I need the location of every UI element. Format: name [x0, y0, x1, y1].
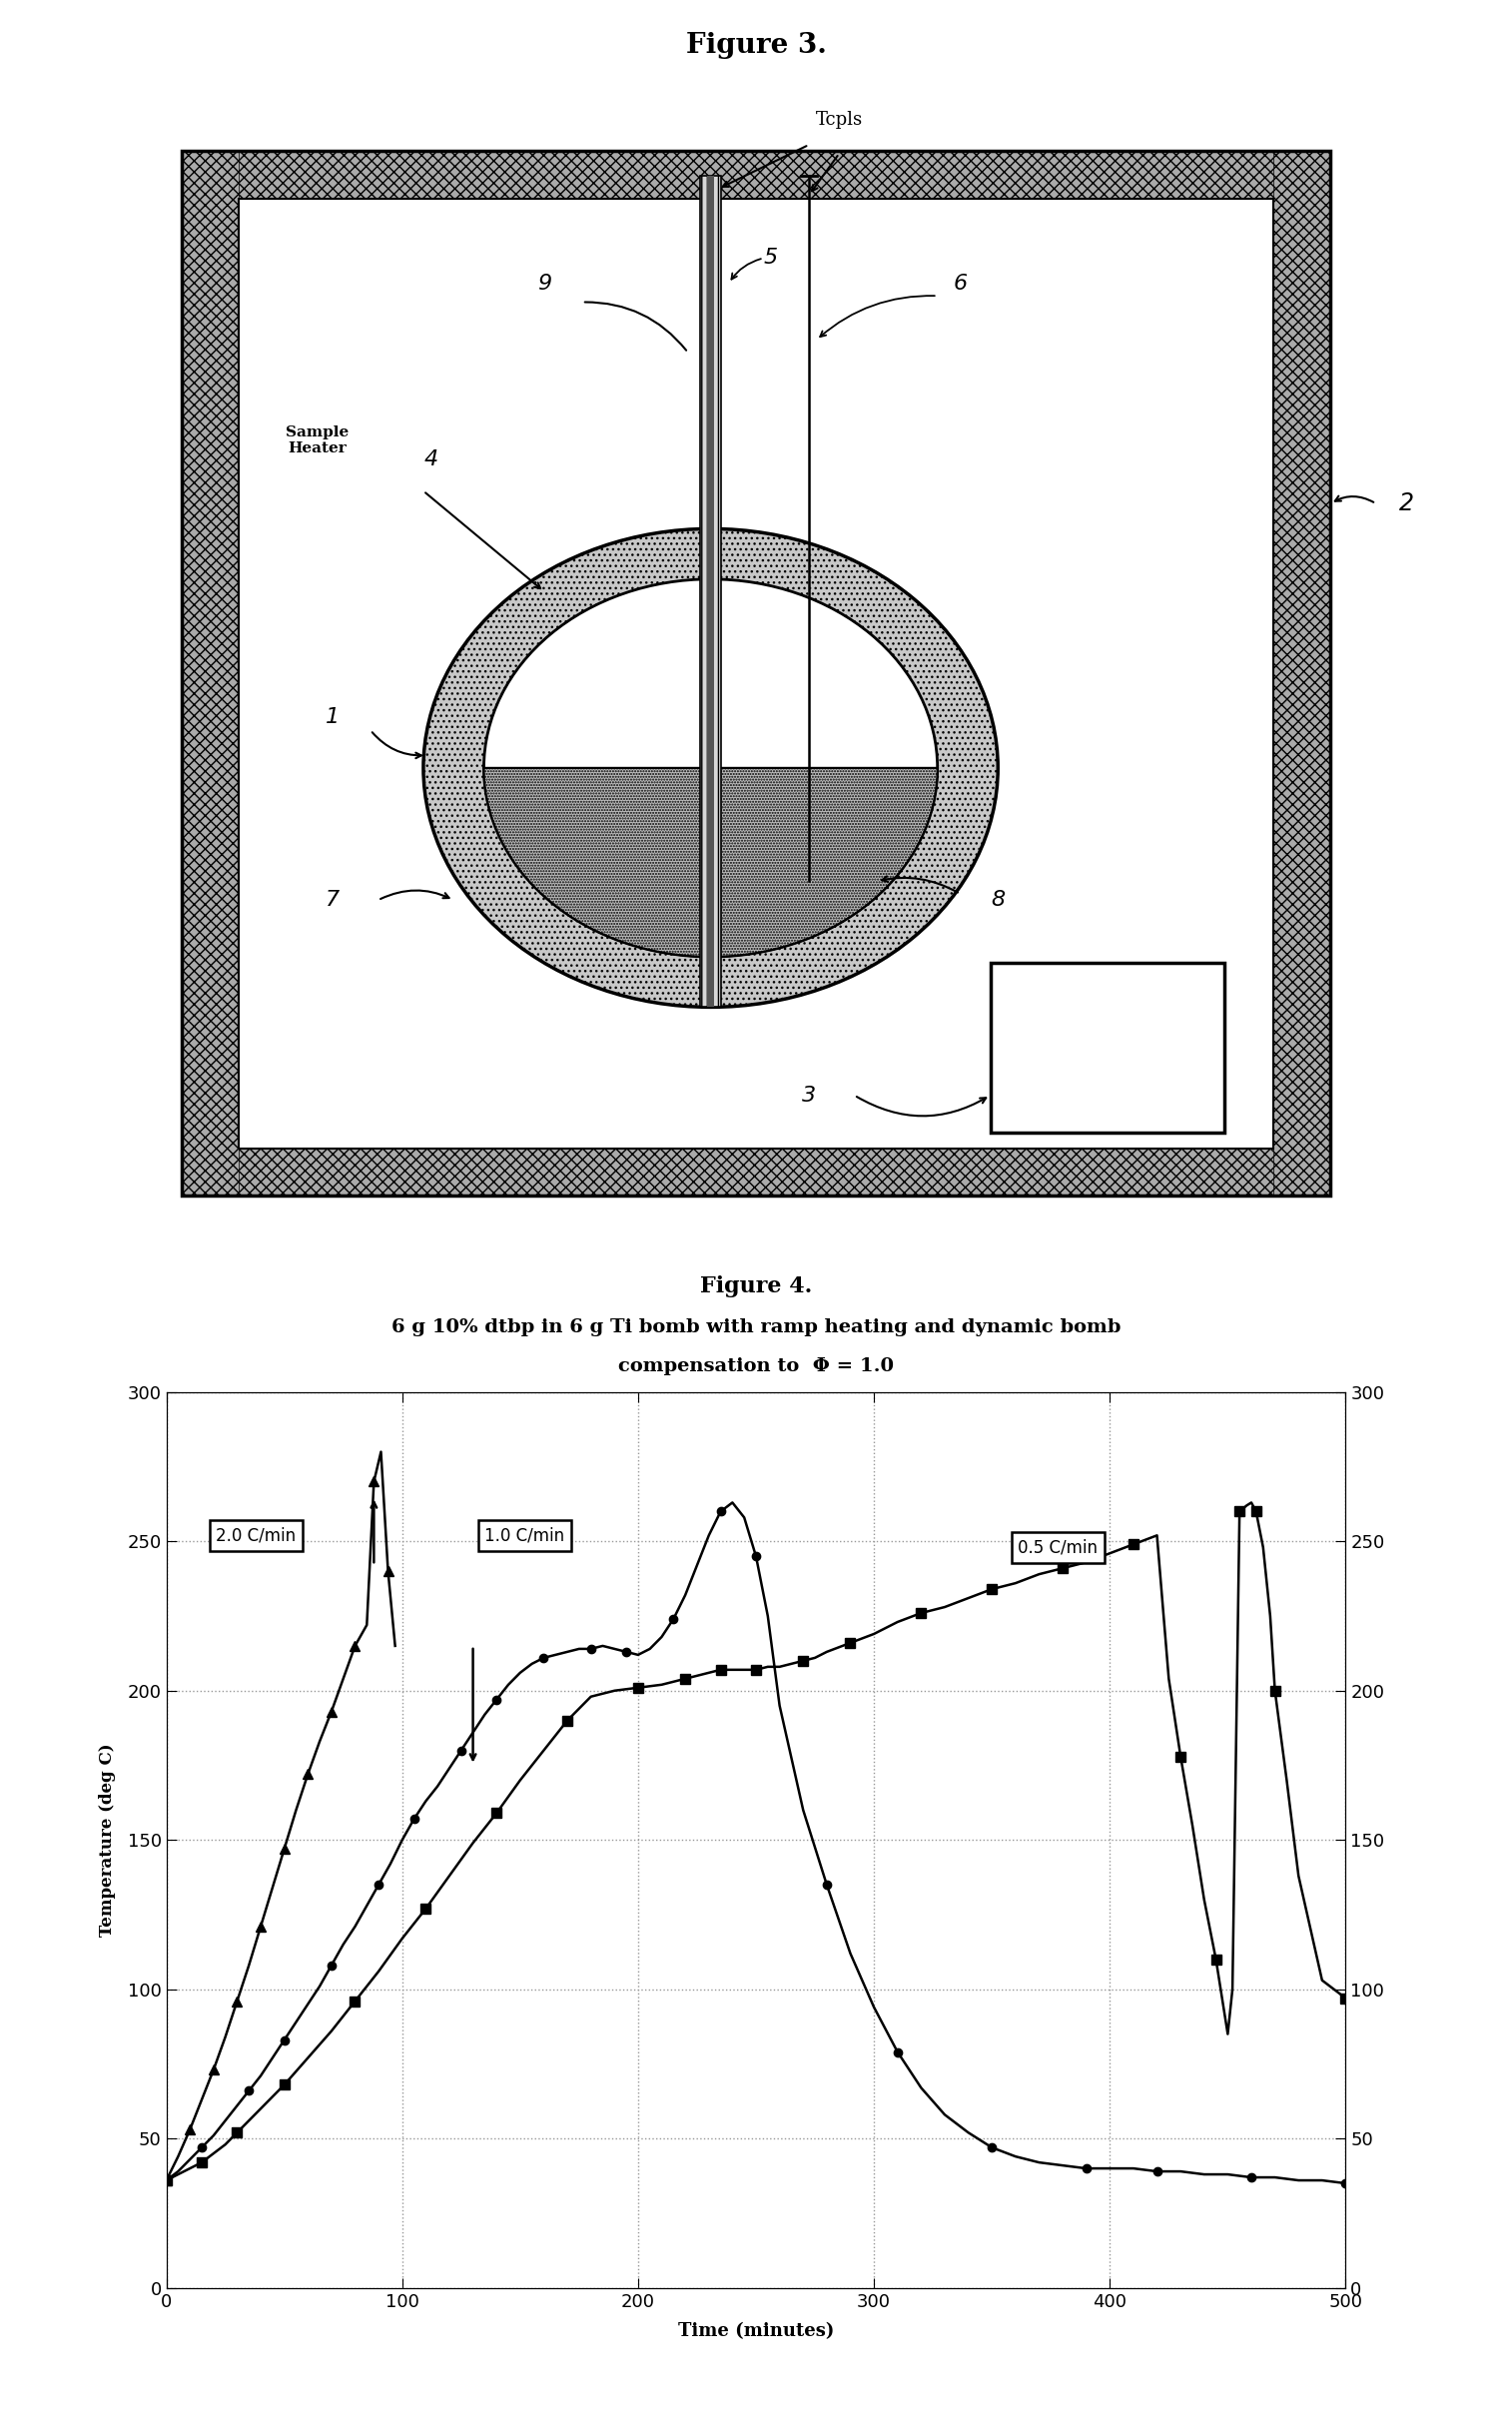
Ellipse shape — [423, 528, 998, 1007]
Bar — [181, 150, 239, 1196]
Bar — [1273, 150, 1331, 1196]
Text: 1.0 C/min: 1.0 C/min — [485, 1525, 565, 1545]
Text: 0.5 C/min: 0.5 C/min — [1018, 1537, 1098, 1557]
Text: 1: 1 — [325, 707, 340, 729]
Text: 2.0 C/min: 2.0 C/min — [216, 1525, 296, 1545]
Text: Guard: Guard — [1084, 1012, 1131, 1027]
Text: 9: 9 — [537, 274, 552, 293]
Text: Figure 4.: Figure 4. — [700, 1276, 812, 1298]
Text: 8: 8 — [990, 891, 1005, 910]
Ellipse shape — [484, 579, 937, 956]
Polygon shape — [484, 767, 937, 956]
Bar — [239, 199, 1273, 1148]
Text: 6: 6 — [953, 274, 968, 293]
Bar — [181, 150, 1331, 199]
Text: Figure 3.: Figure 3. — [685, 31, 827, 58]
Text: Heater: Heater — [1081, 1077, 1134, 1092]
Text: compensation to  Φ = 1.0: compensation to Φ = 1.0 — [618, 1358, 894, 1375]
Text: Tcpls: Tcpls — [815, 111, 863, 128]
Bar — [181, 1148, 1331, 1196]
Text: 4: 4 — [423, 450, 438, 470]
X-axis label: Time (minutes): Time (minutes) — [677, 2322, 835, 2339]
Bar — [706, 177, 714, 1007]
Y-axis label: Temperature (deg C): Temperature (deg C) — [100, 1743, 116, 1937]
Text: 7: 7 — [325, 891, 340, 910]
Text: 2: 2 — [1399, 491, 1414, 516]
Bar — [181, 150, 1331, 1196]
Bar — [990, 964, 1225, 1133]
Text: 5: 5 — [764, 247, 777, 269]
Text: Sample
Heater: Sample Heater — [286, 426, 349, 455]
Bar — [700, 177, 721, 1007]
Text: 3: 3 — [801, 1085, 816, 1106]
Text: 6 g 10% dtbp in 6 g Ti bomb with ramp heating and dynamic bomb: 6 g 10% dtbp in 6 g Ti bomb with ramp he… — [392, 1319, 1120, 1336]
